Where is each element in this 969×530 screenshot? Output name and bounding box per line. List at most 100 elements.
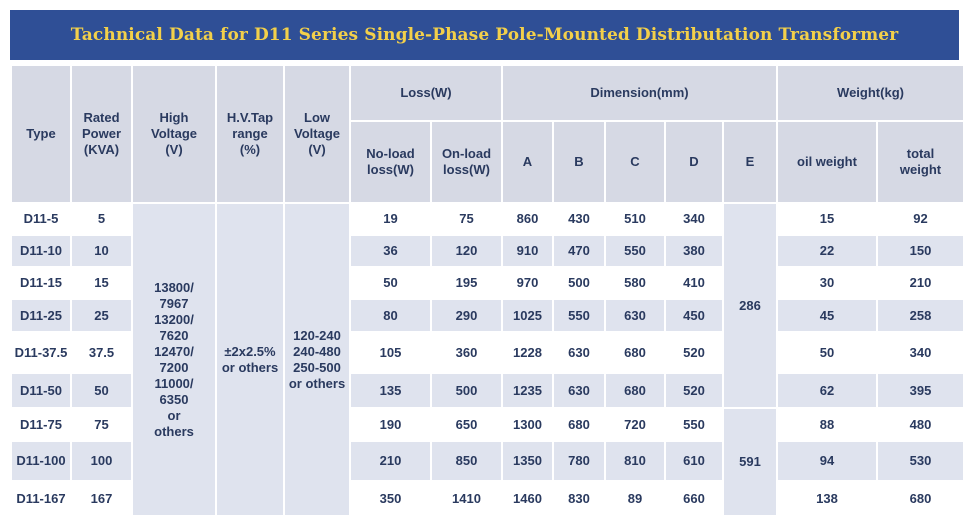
cell-type: D11-15 [12,268,70,298]
cell-total: 395 [878,374,964,407]
cell-oil: 30 [778,268,876,298]
cell-onload: 195 [432,268,501,298]
header-dimension: Dimension(mm) [503,66,776,120]
cell-power: 15 [72,268,131,298]
cell-noload: 50 [351,268,430,298]
cell-d: 380 [666,236,722,266]
cell-c: 550 [606,236,664,266]
header-oil-weight: oil weight [778,122,876,202]
cell-noload: 36 [351,236,430,266]
table-row: D11-100 100 210 850 1350 780 810 610 94 … [12,442,964,480]
header-total-weight: total weight [878,122,964,202]
cell-e-top: 286 [724,204,776,407]
cell-c: 580 [606,268,664,298]
header-dim-c: C [606,122,664,202]
cell-oil: 62 [778,374,876,407]
cell-c: 720 [606,409,664,440]
cell-type: D11-75 [12,409,70,440]
cell-type: D11-37.5 [12,333,70,372]
cell-type: D11-5 [12,204,70,234]
cell-d: 550 [666,409,722,440]
table-row: D11-15 15 50 195 970 500 580 410 30 210 [12,268,964,298]
table-row: D11-25 25 80 290 1025 550 630 450 45 258 [12,300,964,331]
header-high-voltage: High Voltage (V) [133,66,215,202]
cell-c: 89 [606,482,664,515]
cell-onload: 290 [432,300,501,331]
cell-a: 1235 [503,374,552,407]
cell-onload: 850 [432,442,501,480]
cell-oil: 88 [778,409,876,440]
cell-total: 92 [878,204,964,234]
header-type: Type [12,66,70,202]
cell-noload: 190 [351,409,430,440]
cell-a: 970 [503,268,552,298]
table-row: D11-50 50 135 500 1235 630 680 520 62 39… [12,374,964,407]
cell-oil: 15 [778,204,876,234]
cell-b: 470 [554,236,604,266]
cell-b: 550 [554,300,604,331]
cell-b: 680 [554,409,604,440]
cell-total: 530 [878,442,964,480]
cell-type: D11-167 [12,482,70,515]
cell-b: 630 [554,374,604,407]
cell-power: 75 [72,409,131,440]
cell-total: 210 [878,268,964,298]
cell-c: 630 [606,300,664,331]
cell-a: 1460 [503,482,552,515]
cell-d: 340 [666,204,722,234]
table-row: D11-10 10 36 120 910 470 550 380 22 150 [12,236,964,266]
header-hv-tap-range: H.V.Tap range (%) [217,66,283,202]
cell-power: 25 [72,300,131,331]
cell-type: D11-100 [12,442,70,480]
title-banner: Tachnical Data for D11 Series Single-Pha… [10,10,959,60]
cell-onload: 75 [432,204,501,234]
cell-oil: 50 [778,333,876,372]
cell-a: 1228 [503,333,552,372]
cell-c: 680 [606,333,664,372]
cell-noload: 210 [351,442,430,480]
spec-table: Type Rated Power (KVA) High Voltage (V) … [10,64,965,517]
header-dim-b: B [554,122,604,202]
cell-onload: 500 [432,374,501,407]
cell-a: 910 [503,236,552,266]
cell-d: 610 [666,442,722,480]
cell-noload: 105 [351,333,430,372]
cell-a: 1300 [503,409,552,440]
cell-low-voltage: 120-240 240-480 250-500 or others [285,204,349,515]
cell-noload: 350 [351,482,430,515]
cell-power: 100 [72,442,131,480]
cell-total: 258 [878,300,964,331]
cell-type: D11-50 [12,374,70,407]
cell-b: 430 [554,204,604,234]
cell-onload: 1410 [432,482,501,515]
cell-total: 340 [878,333,964,372]
cell-power: 5 [72,204,131,234]
cell-e-bottom: 591 [724,409,776,515]
cell-b: 630 [554,333,604,372]
page-title: Tachnical Data for D11 Series Single-Pha… [70,25,899,45]
cell-b: 780 [554,442,604,480]
header-dim-e: E [724,122,776,202]
cell-power: 37.5 [72,333,131,372]
table-row: D11-167 167 350 1410 1460 830 89 660 138… [12,482,964,515]
cell-d: 410 [666,268,722,298]
cell-total: 150 [878,236,964,266]
cell-total: 680 [878,482,964,515]
cell-d: 660 [666,482,722,515]
header-low-voltage: Low Voltage (V) [285,66,349,202]
cell-type: D11-10 [12,236,70,266]
header-weight: Weight(kg) [778,66,964,120]
cell-oil: 138 [778,482,876,515]
header-loss: Loss(W) [351,66,501,120]
header-onload-loss: On-load loss(W) [432,122,501,202]
cell-a: 860 [503,204,552,234]
cell-a: 1025 [503,300,552,331]
cell-noload: 19 [351,204,430,234]
table-row: D11-75 75 190 650 1300 680 720 550 591 8… [12,409,964,515]
cell-power: 167 [72,482,131,515]
cell-a: 1350 [503,442,552,480]
header-dim-a: A [503,122,552,202]
cell-onload: 360 [432,333,501,372]
header-rated-power: Rated Power (KVA) [72,66,131,202]
cell-oil: 94 [778,442,876,480]
